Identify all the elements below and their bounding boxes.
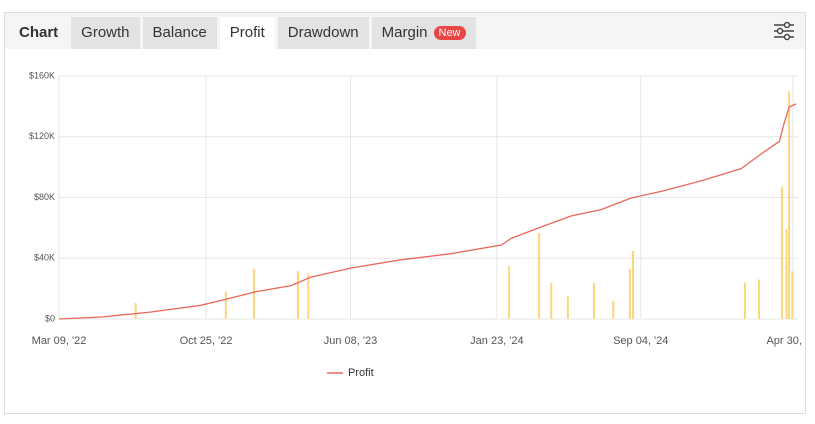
tab-bar: Chart Growth Balance Profit Drawdown Mar… <box>5 13 805 49</box>
x-tick-label: Apr 30, '25 <box>766 335 805 347</box>
bar <box>781 186 784 319</box>
bar <box>758 279 761 319</box>
bar <box>224 291 227 319</box>
bar <box>307 273 310 319</box>
settings-icon[interactable] <box>773 21 795 41</box>
line <box>58 103 797 320</box>
chart: $0 $40K $80K $120K $160K Mar 09, '22 Oct 25, '… <box>29 70 805 379</box>
x-tick-label: Mar 09, '22 <box>32 335 87 347</box>
tab[interactable]: Drawdown <box>277 17 369 49</box>
y-tick-label: $120K <box>29 131 55 141</box>
tab[interactable]: Profit <box>219 17 275 49</box>
x-tick-label: Oct 25, '22 <box>180 335 233 347</box>
bar <box>566 296 569 319</box>
legend-label: Profit <box>348 367 374 379</box>
bar <box>252 268 255 319</box>
bar <box>297 271 300 319</box>
bar <box>788 91 791 319</box>
badge: New <box>433 26 466 40</box>
y-tick-label: $0 <box>45 313 55 323</box>
bar <box>134 303 137 319</box>
bar <box>632 250 635 319</box>
x-tick-label: Sep 04, '24 <box>613 335 668 347</box>
bar <box>593 283 596 319</box>
chart-panel: $0 $40K $80K $120K $160K Mar 09, '22 Oct 25, '… <box>4 12 806 414</box>
tab[interactable]: Growth <box>71 17 140 49</box>
tab[interactable]: Balance <box>142 17 217 49</box>
x-tick-label: Jan 23, '24 <box>470 335 523 347</box>
y-tick-label: $40K <box>34 253 55 263</box>
bar <box>538 233 541 319</box>
x-tick-label: Jun 08, '23 <box>324 335 377 347</box>
bar <box>743 282 746 319</box>
bar <box>550 283 553 319</box>
y-tick-label: $160K <box>29 70 55 80</box>
tab[interactable]: Margin New <box>371 17 476 49</box>
bar <box>628 268 631 319</box>
tab-label: Margin <box>381 24 428 41</box>
bar <box>791 271 794 319</box>
tab[interactable]: Chart <box>5 17 69 49</box>
bar <box>785 229 788 319</box>
bar <box>612 300 615 319</box>
y-tick-label: $80K <box>34 192 55 202</box>
bar <box>508 265 511 319</box>
